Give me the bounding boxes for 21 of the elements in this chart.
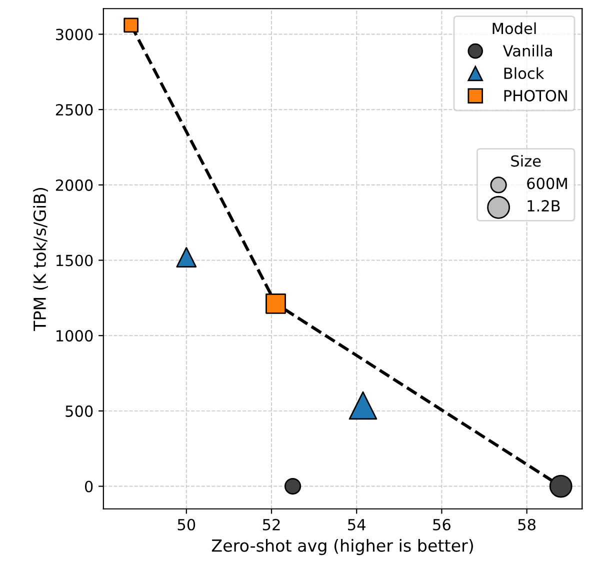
legend-label: 600M bbox=[527, 178, 567, 190]
text: Size bbox=[511, 154, 541, 167]
y-tick-label: 3000 bbox=[56, 28, 93, 40]
x-axis-title: Zero-shot avg (higher is better) bbox=[212, 538, 473, 556]
legend-label: Vanilla bbox=[502, 44, 552, 57]
x-tick-label: 50 bbox=[178, 518, 196, 530]
y-tick-label: 1500 bbox=[56, 254, 93, 266]
y-axis-title: TPM (K tok/s/GiB) bbox=[33, 188, 48, 332]
x-tick-label: 58 bbox=[518, 518, 536, 530]
y-tick-label: 500 bbox=[66, 405, 93, 417]
y-tick-label: 0 bbox=[84, 480, 93, 492]
y-tick-label: 1000 bbox=[56, 330, 93, 342]
legend-label: Block bbox=[504, 67, 544, 80]
y-tick-label: 2500 bbox=[56, 104, 93, 116]
text: Model bbox=[492, 22, 536, 34]
legend-label: PHOTON bbox=[504, 90, 567, 102]
x-tick-label: 54 bbox=[348, 519, 366, 530]
x-tick-label: 56 bbox=[433, 518, 450, 530]
x-tick-label: 52 bbox=[262, 518, 280, 530]
legend-label: 1.2B bbox=[528, 200, 560, 212]
y-tick-label: 2000 bbox=[56, 179, 93, 191]
